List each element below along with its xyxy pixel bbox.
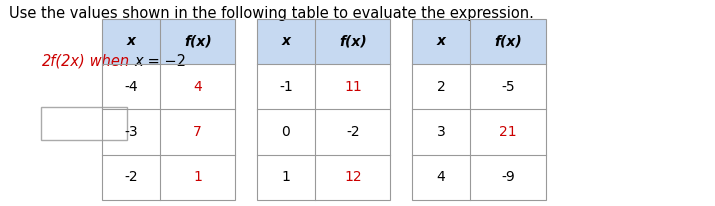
Text: when: when	[85, 54, 134, 69]
Text: 0: 0	[282, 125, 290, 139]
FancyBboxPatch shape	[412, 19, 546, 64]
Text: 2: 2	[437, 80, 445, 94]
Text: Use the values shown in the following table to evaluate the expression.: Use the values shown in the following ta…	[9, 6, 533, 21]
Text: 7: 7	[193, 125, 202, 139]
Text: 4: 4	[193, 80, 202, 94]
Text: -5: -5	[501, 80, 515, 94]
Text: x: x	[282, 34, 290, 48]
Text: -1: -1	[279, 80, 293, 94]
Text: -3: -3	[124, 125, 138, 139]
Text: -2: -2	[346, 125, 360, 139]
Text: 21: 21	[499, 125, 517, 139]
Text: -4: -4	[124, 80, 138, 94]
Text: x: x	[437, 34, 445, 48]
Text: 3: 3	[437, 125, 445, 139]
Text: 2f(2x): 2f(2x)	[41, 54, 85, 69]
Text: 12: 12	[344, 170, 362, 184]
Text: f(x): f(x)	[184, 34, 212, 48]
FancyBboxPatch shape	[257, 19, 390, 64]
FancyBboxPatch shape	[41, 107, 127, 140]
Text: f(x): f(x)	[339, 34, 367, 48]
Text: f(x): f(x)	[494, 34, 522, 48]
Text: 1: 1	[282, 170, 290, 184]
FancyBboxPatch shape	[102, 19, 235, 64]
Text: 11: 11	[344, 80, 362, 94]
Text: 4: 4	[437, 170, 445, 184]
Text: = −2: = −2	[142, 54, 186, 69]
Text: 1: 1	[193, 170, 202, 184]
Text: -2: -2	[124, 170, 138, 184]
Text: x: x	[134, 54, 142, 69]
Text: -9: -9	[501, 170, 515, 184]
Text: x: x	[127, 34, 135, 48]
